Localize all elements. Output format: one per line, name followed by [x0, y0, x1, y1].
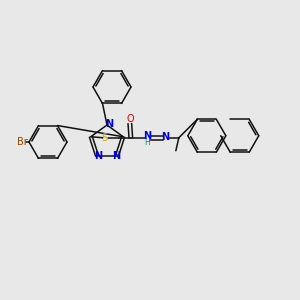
Text: N: N: [105, 119, 113, 129]
Text: H: H: [144, 138, 150, 147]
Text: O: O: [126, 114, 134, 124]
Text: Br: Br: [16, 137, 27, 147]
Text: N: N: [143, 131, 151, 141]
Text: N: N: [94, 151, 102, 161]
Text: N: N: [161, 132, 169, 142]
Text: S: S: [102, 133, 108, 143]
Text: N: N: [112, 151, 120, 161]
